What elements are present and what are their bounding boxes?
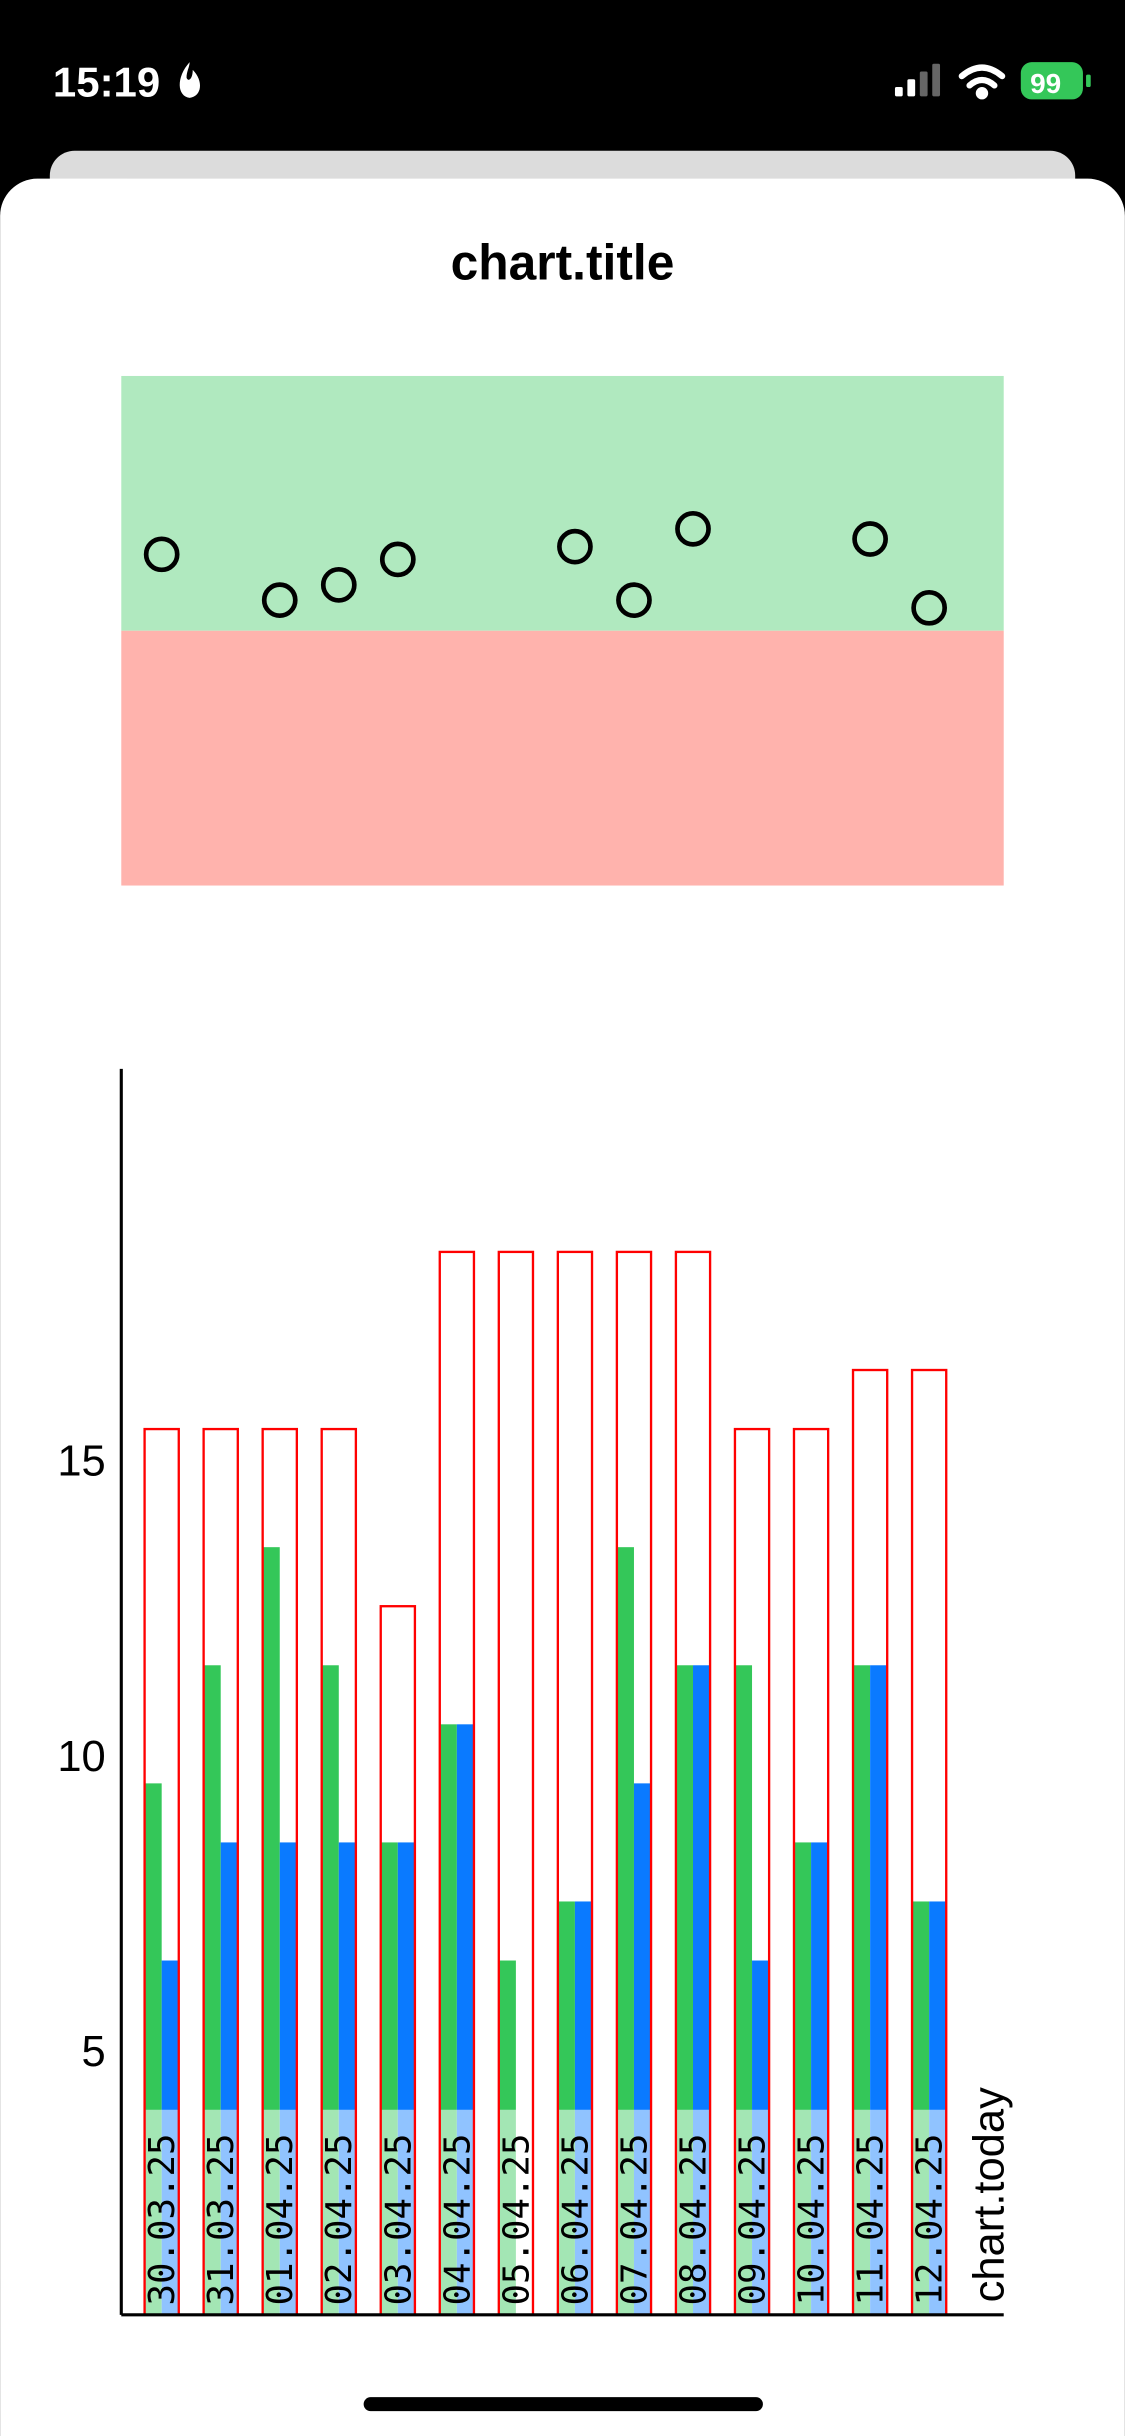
label-background xyxy=(793,2109,829,2315)
y-tick-label: 15 xyxy=(57,1438,105,1486)
label-background xyxy=(616,2109,652,2315)
home-indicator xyxy=(363,2397,763,2412)
x-tick-label: 07.04.25 xyxy=(614,2133,655,2305)
point xyxy=(379,541,416,578)
y-tick-label: 10 xyxy=(57,1733,105,1781)
label-background xyxy=(853,2109,888,2315)
label-background xyxy=(912,2109,947,2315)
label-background xyxy=(321,2109,356,2315)
label-background xyxy=(262,2109,297,2315)
point xyxy=(675,510,711,547)
x-tick-label: 02.04.25 xyxy=(319,2133,360,2305)
chart-title: chart.title xyxy=(451,235,675,291)
label-background xyxy=(439,2109,474,2315)
x-tick-label: 30.03.25 xyxy=(142,2133,183,2305)
band xyxy=(121,630,1004,886)
point xyxy=(261,582,298,619)
point xyxy=(852,521,888,557)
wifi-icon xyxy=(958,64,1006,100)
scatter-chart xyxy=(121,375,1004,886)
x-tick-label: 31.03.25 xyxy=(201,2133,242,2305)
label-background xyxy=(144,2109,179,2315)
x-tick-label: 06.04.25 xyxy=(555,2133,596,2305)
battery-tip xyxy=(1086,74,1091,87)
label-background xyxy=(380,2109,415,2315)
label-background xyxy=(675,2109,711,2315)
point xyxy=(143,536,180,573)
x-tick-label: 10.04.25 xyxy=(792,2133,833,2305)
x-tick-label: 05.04.25 xyxy=(496,2133,537,2305)
status-time: 15:19 xyxy=(53,58,160,105)
point xyxy=(320,567,357,603)
x-tick-label: 03.04.25 xyxy=(378,2133,419,2305)
x-tick-label: 09.04.25 xyxy=(732,2133,773,2305)
x-tick-label: 01.04.25 xyxy=(260,2133,301,2305)
point xyxy=(911,589,948,626)
x-tick-label: 12.04.25 xyxy=(910,2133,951,2305)
annotation: chart.today xyxy=(966,2087,1014,2302)
x-tick-label: 08.04.25 xyxy=(673,2133,714,2305)
point xyxy=(616,582,652,619)
point xyxy=(557,528,593,565)
signal-icon xyxy=(894,63,941,97)
label-background xyxy=(557,2109,593,2315)
status-icon xyxy=(179,62,201,98)
label-background xyxy=(734,2109,770,2315)
x-tick-label: 11.04.25 xyxy=(851,2133,892,2305)
label-background xyxy=(203,2109,238,2315)
y-tick-label: 5 xyxy=(82,2028,106,2076)
bar-chart: 5 10 15 30.03.25 31.03.25 01.04.25 02.04.25 03.… xyxy=(57,1068,1014,2317)
label-background xyxy=(498,2109,533,2315)
battery-level: 99 xyxy=(1030,68,1061,99)
x-tick-label: 04.04.25 xyxy=(437,2133,478,2305)
battery xyxy=(1020,62,1083,100)
band xyxy=(121,375,1004,631)
